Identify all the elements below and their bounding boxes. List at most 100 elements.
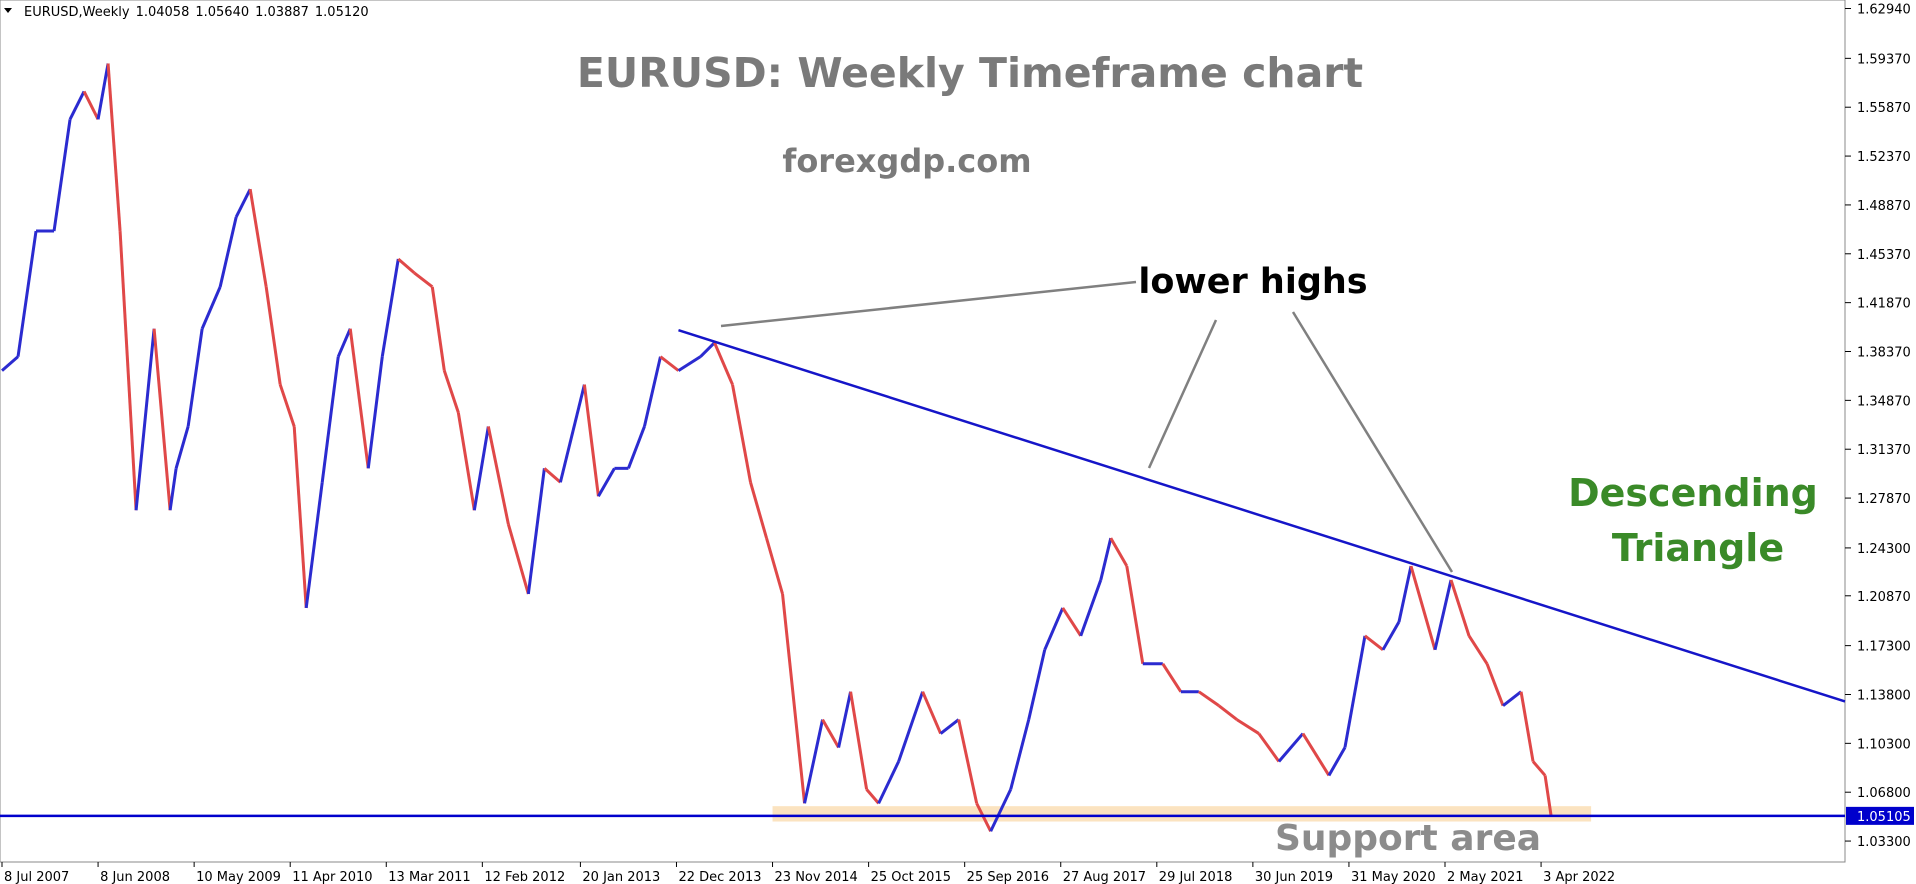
x-tick-label: 30 Jun 2019 [1255,870,1333,884]
price-bar [106,63,122,232]
price-tag [1846,806,1914,825]
x-tick-label: 22 Dec 2013 [678,870,761,884]
price-bar [1061,607,1083,637]
price-bar [1043,607,1065,651]
price-bar [292,426,308,609]
price-bar [68,90,86,121]
header-text: 1.04058 [136,5,190,20]
annotation: Descending [1568,471,1818,515]
header-text: 1.05640 [195,5,249,20]
price-bar [582,384,600,497]
price-bar [52,119,72,232]
price-bar [1236,718,1260,735]
price-bar [152,328,172,511]
price-bar [1543,775,1553,816]
price-bar [442,370,460,413]
price-bar [1197,690,1220,707]
price-bar [543,467,562,484]
price-bar [1301,732,1331,777]
price-bar [1079,579,1103,637]
price-bar [1397,565,1413,623]
price-bar [1343,635,1367,748]
x-tick-label: 2 May 2021 [1447,870,1524,884]
price-bar [486,426,510,525]
price-bar [1467,635,1489,665]
x-tick-label: 20 Jan 2013 [582,870,660,884]
price-bar [677,355,702,372]
y-tick-label: 1.38370 [1857,346,1911,361]
price-bar [366,356,384,469]
price-bar [1161,662,1183,693]
price-bar [597,467,616,498]
x-tick-label: 31 May 2020 [1351,870,1436,884]
price-bar [921,691,943,735]
y-tick-label: 1.24300 [1857,542,1911,557]
price-bar [413,271,434,289]
price-bar [1099,537,1113,581]
y-tick-label: 1.10300 [1857,737,1911,752]
price-bar [1381,621,1401,651]
header-text: 1.05120 [315,5,369,20]
annotation: lower highs [1138,262,1367,302]
trendline [678,328,1846,703]
y-tick-label: 1.62940 [1857,3,1911,18]
price-bar [1519,691,1535,762]
price-bar [1277,732,1305,763]
y-tick-label: 1.17300 [1857,640,1911,655]
y-tick-label: 1.06800 [1857,786,1911,801]
price-bar [16,230,38,357]
price-bar [749,481,768,539]
price-bar [939,718,960,735]
price-bar [200,286,222,330]
price-bar [168,468,178,511]
x-tick-label: 27 Aug 2017 [1063,870,1146,884]
price-bar [506,523,530,595]
pointer [1147,319,1218,469]
price-bar [430,286,446,371]
y-tick-label: 1.34870 [1857,394,1911,409]
price-bar [304,482,324,609]
price-bar [174,426,190,469]
symbol-header: EURUSD,Weekly 1.04058 1.05640 1.03887 1.0512… [24,5,369,20]
x-tick-label: 10 May 2009 [196,870,281,884]
price-bar [397,257,416,275]
price-bar [699,341,716,358]
price-bar [865,788,880,805]
y-tick-label: 1.55870 [1857,101,1911,116]
price-bar [821,718,840,749]
pointer [1291,311,1454,573]
x-tick-label: 25 Oct 2015 [871,870,951,884]
pointer-lines [720,280,1454,573]
header: EURUSD,Weekly 1.04058 1.05640 1.03887 1.0512… [4,5,369,20]
price-bar [849,691,869,790]
price-bar [897,691,925,762]
price-tag-label: 1.05105 [1857,810,1911,825]
x-tick-label: 29 Jul 2018 [1159,870,1233,884]
price-bar [713,342,734,386]
price-bar [82,90,100,121]
price-bar [1257,732,1281,763]
price-bar [989,788,1013,832]
price-bar [803,719,825,804]
chart-subtitle: forexgdp.com [782,142,1031,180]
price-bar [975,802,993,832]
x-tick-label: 25 Sep 2016 [967,870,1049,884]
price-bar [1531,760,1547,777]
price-bar [1009,719,1031,790]
y-tick-label: 1.41870 [1857,297,1911,312]
price-bar [1327,746,1347,777]
price-bar [1027,649,1047,720]
price-bar [1502,690,1522,707]
price-bar [558,384,586,483]
price-bar [264,286,282,385]
annotation: Triangle [1612,526,1784,570]
chart-title: EURUSD: Weekly Timeframe chart [577,49,1363,97]
pointer [720,280,1137,328]
price-bar [957,719,979,804]
price-bar [1433,579,1453,651]
x-tick-label: 23 Nov 2014 [775,870,858,884]
price-bar [1409,565,1437,651]
menu-arrow [4,8,12,13]
price-bar [1217,704,1238,721]
price-bar [472,426,490,511]
